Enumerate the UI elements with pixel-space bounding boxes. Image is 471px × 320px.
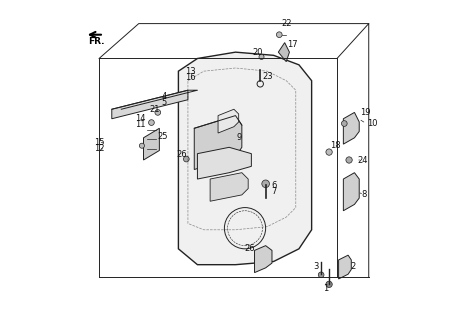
Circle shape	[184, 156, 189, 162]
Circle shape	[326, 281, 332, 288]
Text: 10: 10	[366, 119, 377, 128]
Text: 17: 17	[287, 40, 298, 49]
Polygon shape	[254, 246, 272, 273]
Text: 22: 22	[281, 19, 292, 28]
Circle shape	[318, 272, 324, 278]
Polygon shape	[210, 173, 248, 201]
Text: 21: 21	[149, 105, 160, 114]
Circle shape	[276, 32, 282, 37]
Text: 20: 20	[252, 48, 263, 57]
Text: 4: 4	[162, 92, 167, 101]
Text: 2: 2	[350, 262, 356, 271]
Text: 26: 26	[176, 150, 187, 159]
Polygon shape	[112, 90, 188, 119]
Text: 9: 9	[236, 133, 241, 142]
Text: 26: 26	[244, 244, 255, 253]
Text: 18: 18	[330, 141, 341, 150]
Polygon shape	[194, 116, 242, 170]
Text: 24: 24	[357, 156, 368, 164]
Text: 12: 12	[94, 144, 105, 153]
Text: 15: 15	[94, 138, 105, 147]
Circle shape	[148, 120, 154, 125]
Text: 14: 14	[135, 114, 146, 123]
Circle shape	[346, 157, 352, 163]
Text: 8: 8	[361, 190, 366, 199]
Polygon shape	[339, 255, 351, 279]
Text: 5: 5	[162, 99, 167, 108]
Text: 7: 7	[271, 187, 276, 196]
Text: 13: 13	[185, 67, 196, 76]
Circle shape	[262, 180, 269, 188]
Polygon shape	[218, 109, 239, 133]
Text: 23: 23	[262, 72, 273, 81]
Polygon shape	[343, 112, 359, 144]
PathPatch shape	[179, 52, 312, 265]
Text: 16: 16	[185, 73, 196, 82]
Circle shape	[259, 54, 264, 60]
Polygon shape	[343, 173, 359, 211]
Text: 1: 1	[323, 284, 329, 293]
Circle shape	[341, 121, 347, 126]
Text: FR.: FR.	[88, 37, 104, 46]
Polygon shape	[197, 147, 252, 179]
Text: 6: 6	[271, 181, 276, 190]
Text: 25: 25	[157, 132, 168, 141]
Circle shape	[326, 149, 332, 155]
Circle shape	[155, 109, 161, 115]
Text: 3: 3	[314, 262, 319, 271]
Circle shape	[139, 143, 145, 148]
Circle shape	[223, 137, 235, 148]
Text: 19: 19	[360, 108, 371, 117]
Text: 11: 11	[135, 120, 146, 129]
Polygon shape	[144, 128, 159, 160]
Polygon shape	[278, 43, 289, 62]
